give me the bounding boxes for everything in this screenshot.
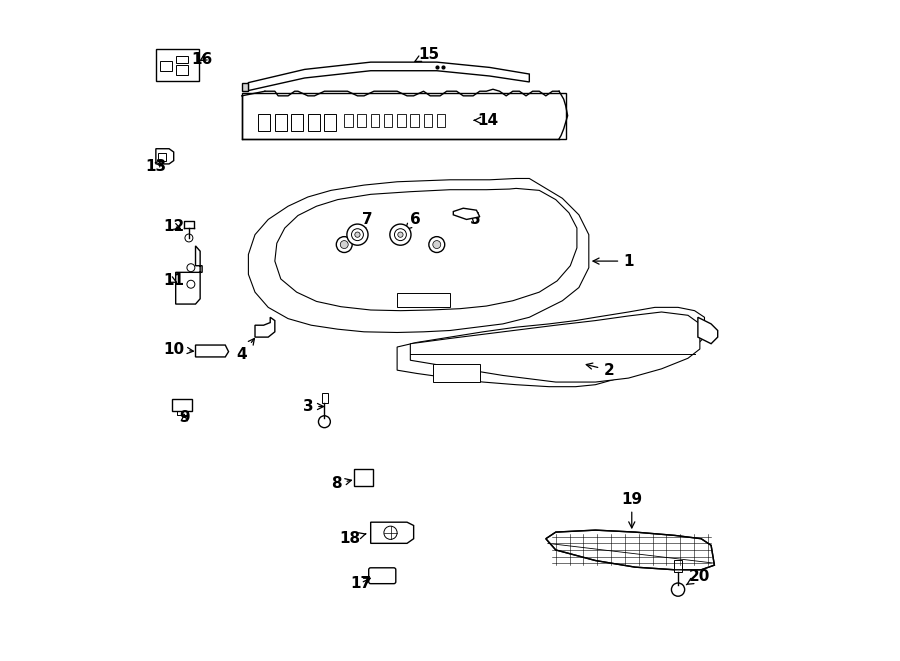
Polygon shape [248,62,529,91]
FancyBboxPatch shape [384,114,392,127]
Circle shape [346,224,368,245]
Text: 13: 13 [145,159,166,174]
Circle shape [398,232,403,237]
FancyBboxPatch shape [322,393,328,403]
FancyBboxPatch shape [242,93,566,139]
Text: 1: 1 [593,254,634,268]
Text: 3: 3 [302,399,323,414]
Circle shape [187,280,195,288]
Circle shape [184,234,193,242]
FancyBboxPatch shape [397,293,450,307]
Circle shape [384,526,397,539]
FancyBboxPatch shape [308,114,320,131]
Text: 8: 8 [331,477,351,491]
Polygon shape [454,208,480,219]
Text: 11: 11 [163,274,184,288]
Circle shape [337,237,352,253]
Circle shape [319,416,330,428]
Polygon shape [545,530,715,570]
Circle shape [428,237,445,253]
FancyBboxPatch shape [324,114,337,131]
FancyBboxPatch shape [434,364,480,382]
Text: 14: 14 [474,113,499,128]
Polygon shape [255,317,274,337]
FancyBboxPatch shape [176,56,187,63]
Circle shape [394,229,407,241]
Polygon shape [248,178,589,332]
Circle shape [352,229,364,241]
Polygon shape [274,188,577,311]
Polygon shape [176,246,202,304]
Text: 9: 9 [179,410,190,425]
Text: 5: 5 [470,212,481,227]
Text: 19: 19 [621,492,643,528]
Polygon shape [698,317,717,344]
FancyBboxPatch shape [156,49,199,81]
FancyBboxPatch shape [355,469,373,486]
FancyBboxPatch shape [344,114,353,127]
Text: 15: 15 [415,47,439,61]
Text: 2: 2 [586,363,614,377]
Text: 4: 4 [237,338,255,362]
Polygon shape [195,345,229,357]
FancyBboxPatch shape [371,114,379,127]
Polygon shape [397,307,705,387]
FancyBboxPatch shape [369,568,396,584]
Polygon shape [242,83,248,91]
Text: 16: 16 [192,52,212,67]
FancyBboxPatch shape [674,560,682,572]
Text: 12: 12 [163,219,184,233]
FancyBboxPatch shape [258,114,270,131]
FancyBboxPatch shape [160,61,173,71]
Text: 17: 17 [350,576,372,590]
FancyBboxPatch shape [173,399,193,411]
Text: 20: 20 [687,569,710,585]
Circle shape [433,241,441,249]
FancyBboxPatch shape [292,114,303,131]
Circle shape [355,232,360,237]
FancyBboxPatch shape [158,153,166,161]
FancyBboxPatch shape [357,114,366,127]
FancyBboxPatch shape [410,114,419,127]
FancyBboxPatch shape [176,65,187,75]
Circle shape [187,264,195,272]
Text: 6: 6 [405,212,421,230]
FancyBboxPatch shape [397,114,406,127]
Circle shape [671,583,685,596]
Text: 10: 10 [163,342,194,356]
Text: 7: 7 [360,212,373,232]
FancyBboxPatch shape [274,114,287,131]
Circle shape [390,224,411,245]
Circle shape [340,241,348,249]
Text: 18: 18 [339,531,365,546]
FancyBboxPatch shape [436,114,446,127]
Polygon shape [371,522,414,543]
Polygon shape [410,312,700,382]
FancyBboxPatch shape [424,114,432,127]
Polygon shape [156,149,174,164]
